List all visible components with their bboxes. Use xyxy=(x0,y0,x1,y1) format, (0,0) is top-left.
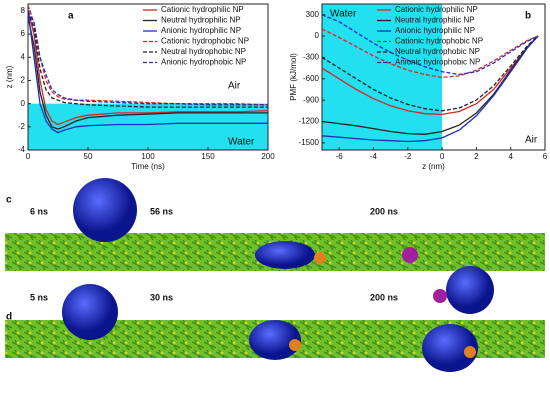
series-line xyxy=(321,35,539,116)
x-tick-label: -2 xyxy=(404,152,412,161)
y-tick-label: -300 xyxy=(303,53,320,62)
legend-label: Anionic hydrophilic NP xyxy=(395,26,475,35)
x-axis-label: Time (ns) xyxy=(131,162,165,171)
x-axis-label: z (nm) xyxy=(422,162,445,171)
legend-label: Cationic hydrophobic NP xyxy=(395,37,483,46)
series-line xyxy=(321,35,539,135)
y-tick-label: -1200 xyxy=(299,117,320,126)
nanoparticle xyxy=(249,320,301,360)
legend-label: Anionic hydrophobic NP xyxy=(161,58,246,67)
time-label: 6 ns xyxy=(30,206,48,216)
annotation: Air xyxy=(525,135,538,146)
legend-label: Cationic hydrophobic NP xyxy=(161,37,249,46)
x-tick-label: 200 xyxy=(261,152,275,161)
y-tick-label: 6 xyxy=(21,29,26,38)
x-tick-label: -6 xyxy=(336,152,344,161)
residue xyxy=(464,346,476,358)
series-line xyxy=(321,35,539,143)
y-tick-label: -1500 xyxy=(299,138,320,147)
series-line xyxy=(321,35,539,112)
legend-label: Neutral hydrophilic NP xyxy=(395,16,475,25)
time-label: 56 ns xyxy=(150,206,173,216)
y-tick-label: -600 xyxy=(303,74,320,83)
residue xyxy=(314,252,326,264)
legend-label: Cationic hydrophilic NP xyxy=(161,5,244,14)
x-tick-label: 50 xyxy=(84,152,93,161)
x-tick-label: 4 xyxy=(508,152,513,161)
y-tick-label: -2 xyxy=(18,122,26,131)
legend-label: Neutral hydrophilic NP xyxy=(161,16,241,25)
panel-c xyxy=(5,178,545,314)
panel-label: c xyxy=(6,195,12,206)
x-tick-label: 0 xyxy=(440,152,445,161)
y-tick-label: 4 xyxy=(21,52,26,61)
nanoparticle xyxy=(62,284,118,340)
time-label: 30 ns xyxy=(150,292,173,302)
panel-label: a xyxy=(68,11,74,22)
x-tick-label: 2 xyxy=(474,152,479,161)
nanoparticle xyxy=(422,324,478,372)
time-label: 5 ns xyxy=(30,292,48,302)
y-tick-label: 0 xyxy=(315,31,320,40)
nanoparticle xyxy=(73,178,137,242)
y-tick-label: 2 xyxy=(21,76,26,85)
water-region xyxy=(322,4,443,150)
annotation: Water xyxy=(228,137,255,148)
series-line xyxy=(27,10,268,106)
annotation: Water xyxy=(330,9,357,20)
panel-d xyxy=(5,284,545,372)
annotation: Air xyxy=(228,80,241,91)
series-line xyxy=(27,10,269,126)
residue xyxy=(289,339,301,351)
legend-label: Anionic hydrophobic NP xyxy=(395,58,480,67)
y-tick-label: 0 xyxy=(21,99,26,108)
y-axis-label: z (nm) xyxy=(5,65,14,88)
panel-label: d xyxy=(6,312,12,323)
x-tick-label: 150 xyxy=(201,152,215,161)
panel-label: b xyxy=(525,11,531,22)
y-tick-label: 300 xyxy=(306,10,320,19)
y-axis-label: PMF (kJ/mol) xyxy=(289,53,298,101)
y-tick-label: -900 xyxy=(303,95,320,104)
series-line xyxy=(321,28,539,79)
time-label: 200 ns xyxy=(370,292,398,302)
x-tick-label: 6 xyxy=(543,152,548,161)
series-line xyxy=(27,16,268,130)
time-label: 200 ns xyxy=(370,206,398,216)
residue xyxy=(402,247,418,263)
x-tick-label: 100 xyxy=(141,152,155,161)
x-tick-label: -4 xyxy=(370,152,378,161)
series-line xyxy=(27,10,268,108)
legend-label: Neutral hydrophobic NP xyxy=(395,47,480,56)
plot-frame xyxy=(321,3,546,151)
nanoparticle xyxy=(446,266,494,314)
legend-label: Anionic hydrophilic NP xyxy=(161,26,241,35)
x-tick-label: 0 xyxy=(26,152,31,161)
nanoparticle xyxy=(255,241,315,269)
legend-label: Neutral hydrophobic NP xyxy=(161,47,246,56)
series-line xyxy=(27,10,268,134)
legend-label: Cationic hydrophilic NP xyxy=(395,5,478,14)
residue xyxy=(433,289,447,303)
y-tick-label: 8 xyxy=(21,6,26,15)
y-tick-label: -4 xyxy=(18,145,26,154)
series-line xyxy=(321,14,539,76)
